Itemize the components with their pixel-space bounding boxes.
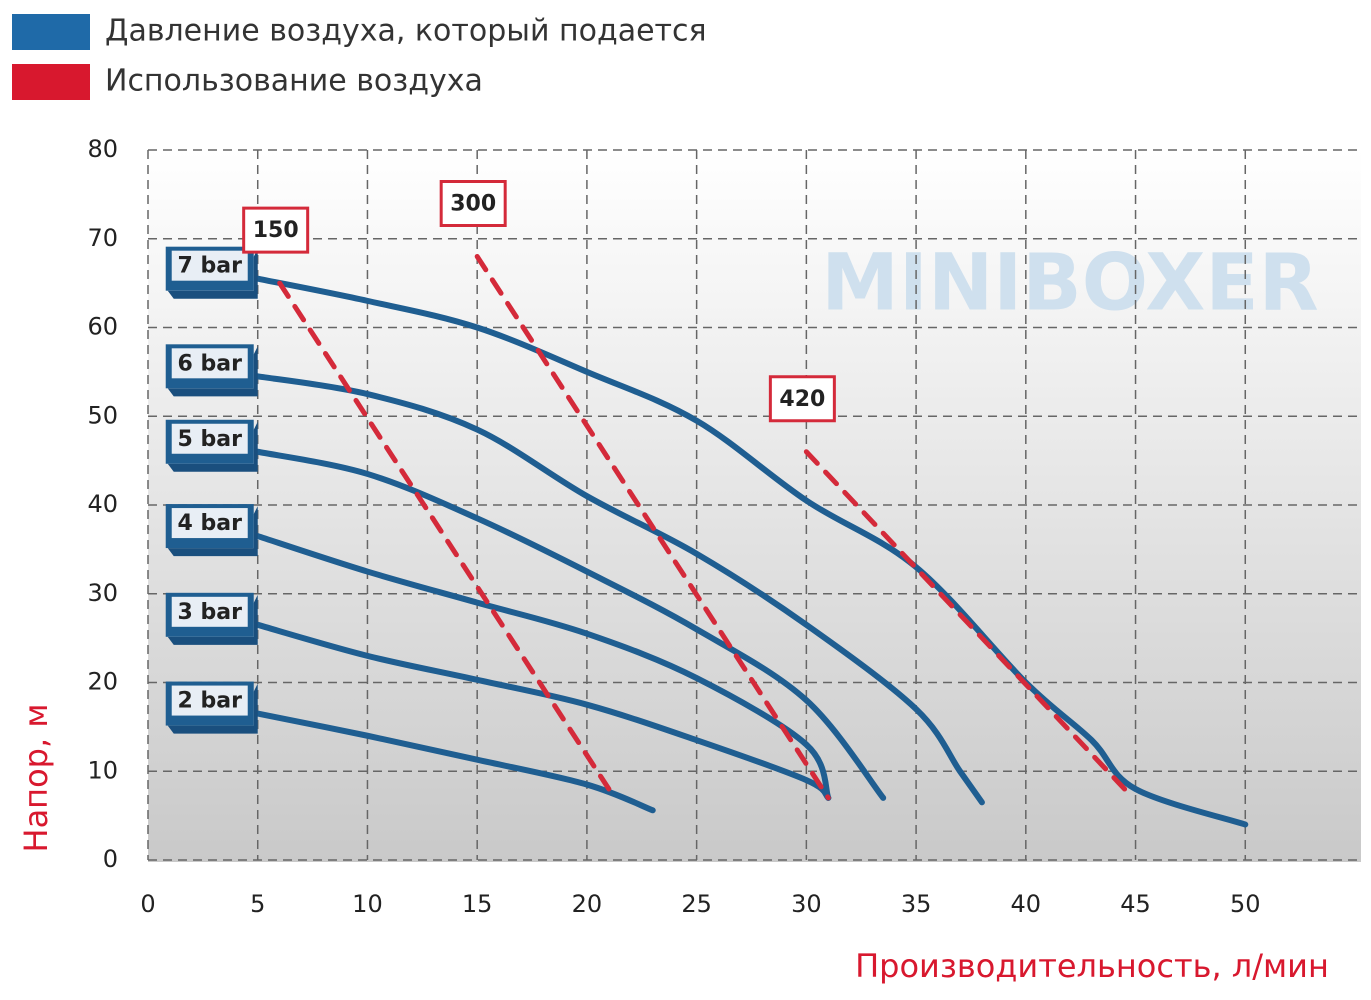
series-tag-box (768, 375, 836, 423)
x-axis-label: Производительность, л/мин (855, 947, 1329, 985)
series-tag-box (242, 206, 310, 254)
series-tag: 4 bar (178, 511, 243, 536)
series-tag-shadow (167, 506, 258, 557)
series-tag: 2 bar (178, 689, 243, 714)
x-tick-label: 50 (1230, 890, 1261, 918)
series-tag-box (439, 180, 507, 227)
air-usage-line (277, 280, 612, 792)
x-tick-label: 25 (681, 890, 712, 918)
plot-background (148, 150, 1361, 862)
series-tag: 420 (779, 387, 825, 412)
legend-label: Давление воздуха, который подается (105, 14, 707, 49)
pressure-line (254, 533, 832, 801)
legend-label: Использование воздуха (105, 64, 483, 99)
series-tag-shadow (167, 594, 258, 645)
series-tag-shadow (167, 248, 258, 299)
series-tag-inner (171, 685, 248, 716)
y-tick-label: 30 (87, 579, 118, 607)
pressure-line (254, 710, 656, 814)
x-tick-label: 0 (140, 890, 155, 918)
series-tag: 150 (253, 218, 299, 243)
y-tick-label: 40 (87, 490, 118, 518)
air-usage-line (474, 254, 831, 801)
pressure-line (254, 373, 985, 806)
series-tag-shadow (167, 683, 258, 734)
series-tag: 3 bar (178, 600, 243, 625)
x-tick-label: 20 (572, 890, 603, 918)
pressure-line (254, 448, 887, 801)
x-tick-label: 35 (901, 890, 932, 918)
x-tick-label: 40 (1011, 890, 1042, 918)
y-tick-label: 70 (87, 224, 118, 252)
series-tag-inner (171, 250, 248, 281)
series-tag: 5 bar (178, 427, 243, 452)
x-tick-label: 5 (250, 890, 265, 918)
y-tick-label: 0 (103, 845, 118, 873)
y-axis-label: Напор, м (17, 704, 55, 853)
watermark: MINIBOXER (821, 238, 1318, 328)
y-tick-label: 60 (87, 313, 118, 341)
series-tag-inner (171, 596, 248, 627)
series-tag: 7 bar (178, 254, 243, 279)
y-tick-label: 50 (87, 401, 118, 429)
y-tick-label: 20 (87, 668, 118, 696)
x-tick-label: 45 (1120, 890, 1151, 918)
series-tag-shadow (167, 421, 258, 472)
x-tick-label: 15 (462, 890, 493, 918)
legend-swatch (12, 14, 90, 50)
pressure-line (254, 621, 832, 801)
series-tag-inner (171, 348, 248, 379)
y-tick-label: 80 (87, 135, 118, 163)
x-tick-label: 30 (791, 890, 822, 918)
legend-swatch (12, 64, 90, 100)
x-tick-label: 10 (352, 890, 383, 918)
series-tag: 6 bar (178, 351, 243, 376)
pressure-line (254, 275, 1249, 828)
series-tag-shadow (167, 346, 258, 397)
air-usage-line (803, 449, 1128, 792)
y-tick-label: 10 (87, 756, 118, 784)
series-tag-inner (171, 508, 248, 539)
series-tag-inner (171, 423, 248, 454)
series-tag: 300 (450, 192, 496, 217)
